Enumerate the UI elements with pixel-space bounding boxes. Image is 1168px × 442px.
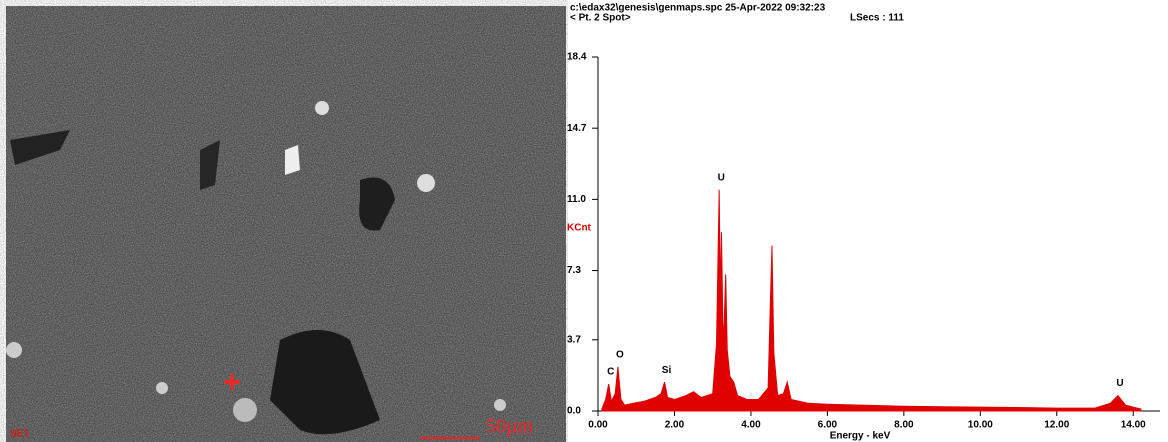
x-tick-label: 6.00 bbox=[818, 420, 838, 431]
spectrum-panel bbox=[568, 0, 1168, 442]
header-line: LSecs : 111 bbox=[850, 13, 904, 24]
spectrum bbox=[601, 189, 1142, 412]
image-label: SE1 bbox=[10, 429, 29, 440]
x-tick-label: 10.00 bbox=[968, 420, 993, 431]
y-tick-label: 3.7 bbox=[567, 334, 581, 345]
y-tick-label: 11.0 bbox=[567, 194, 586, 205]
header-line: < Pt. 2 Spot> bbox=[570, 13, 631, 24]
x-tick-label: 12.00 bbox=[1044, 420, 1069, 431]
y-axis-label: KCnt bbox=[567, 223, 592, 234]
header-line: c:\edax32\genesis\genmaps.spc 25-Apr-202… bbox=[570, 3, 826, 14]
y-tick-label: 7.3 bbox=[567, 265, 581, 276]
y-tick-label: 0.0 bbox=[567, 406, 581, 417]
peak-label: U bbox=[1116, 378, 1123, 389]
x-tick-label: 2.00 bbox=[665, 420, 685, 431]
x-tick-label: 8.00 bbox=[894, 420, 914, 431]
x-axis-label: Energy - keV bbox=[830, 431, 891, 442]
peak-label: C bbox=[607, 367, 614, 378]
x-tick-label: 4.00 bbox=[741, 420, 761, 431]
x-tick-label: 14.00 bbox=[1121, 420, 1146, 431]
y-tick-label: 14.7 bbox=[567, 123, 587, 134]
peak-label: Si bbox=[662, 365, 672, 376]
peak-label: U bbox=[718, 172, 725, 183]
x-tick-label: 0.00 bbox=[588, 420, 608, 431]
sem-image: SE1 50µm bbox=[6, 6, 566, 442]
peak-label: O bbox=[616, 349, 624, 360]
y-tick-label: 18.4 bbox=[567, 52, 587, 63]
scale-label: 50µm bbox=[486, 416, 534, 438]
